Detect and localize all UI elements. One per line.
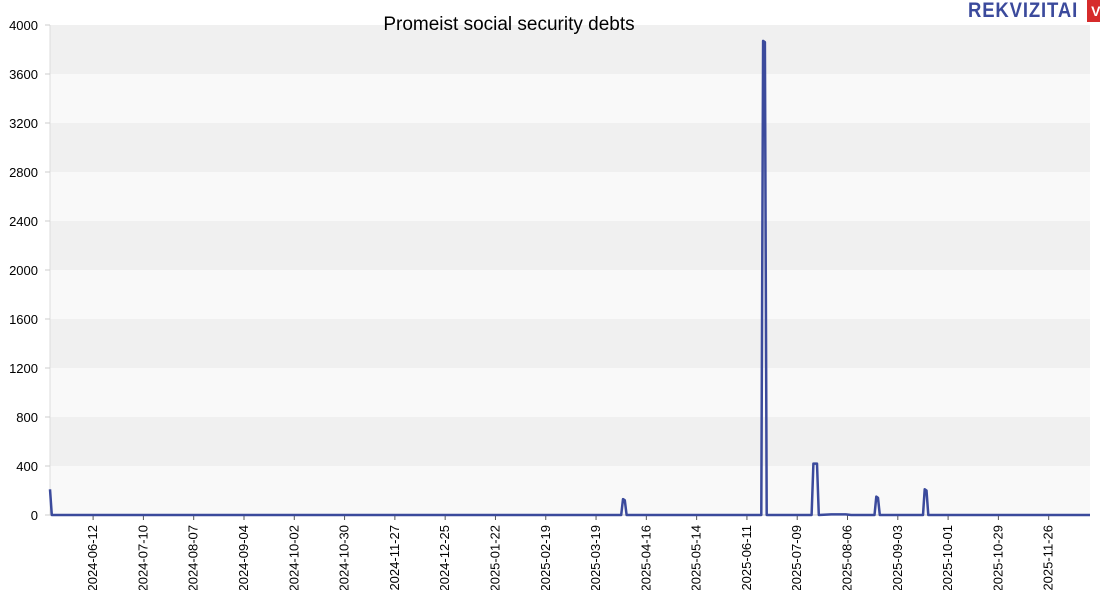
- x-tick-label: 2024-12-25: [437, 525, 452, 590]
- y-tick-label: 2400: [9, 214, 38, 229]
- x-tick-label: 2025-01-22: [487, 525, 502, 590]
- grid-band: [50, 221, 1090, 270]
- series-group: [48, 39, 1090, 517]
- x-tick-label: 2024-06-12: [85, 525, 100, 590]
- x-tick-label: 2024-08-07: [186, 525, 201, 590]
- logo-badge: VŽ: [1087, 0, 1100, 22]
- grid-band: [50, 25, 1090, 74]
- x-tick-label: 2025-11-26: [1041, 525, 1056, 590]
- rekvizitai-logo[interactable]: REKVIZITAI VŽ: [968, 0, 1100, 22]
- x-tick-label: 2025-02-19: [538, 525, 553, 590]
- x-tick-label: 2024-07-10: [135, 525, 150, 590]
- y-tick-label: 0: [31, 508, 38, 523]
- y-tick-label: 400: [16, 459, 38, 474]
- y-tick-label: 3200: [9, 116, 38, 131]
- x-tick-label: 2025-09-03: [890, 525, 905, 590]
- y-tick-label: 4000: [9, 18, 38, 33]
- x-tick-label: 2024-10-02: [286, 525, 301, 590]
- y-tick-label: 1200: [9, 361, 38, 376]
- x-tick-label: 2025-08-06: [840, 525, 855, 590]
- x-axis-ticks: 2024-06-12 2024-07-10 2024-08-07 2024-09-04…: [50, 514, 1090, 590]
- chart-title: Promeist social security debts: [383, 14, 634, 35]
- y-axis-ticks: 0 400 800 1200 1600 2000 2400 2800 3200 3600 4000: [9, 18, 50, 523]
- x-tick-label: 2025-07-09: [789, 525, 804, 590]
- series-line: [48, 39, 1090, 517]
- y-tick-label: 1600: [9, 312, 38, 327]
- x-tick-label: 2025-05-14: [689, 525, 704, 590]
- logo-text: REKVIZITAI: [968, 0, 1079, 22]
- x-tick-label: 2024-10-30: [337, 525, 352, 590]
- x-tick-label: 2025-06-11: [739, 525, 754, 590]
- grid-band: [50, 417, 1090, 466]
- x-tick-label: 2025-10-01: [940, 525, 955, 590]
- grid-bands: [49, 25, 1090, 515]
- grid-band: [50, 319, 1090, 368]
- y-tick-label: 2000: [9, 263, 38, 278]
- grid-band: [50, 123, 1090, 172]
- x-tick-label: 2024-11-27: [387, 525, 402, 590]
- y-tick-label: 2800: [9, 165, 38, 180]
- y-tick-label: 3600: [9, 67, 38, 82]
- x-tick-label: 2025-03-19: [588, 525, 603, 590]
- x-tick-label: 2024-09-04: [236, 525, 251, 590]
- x-tick-label: 2025-04-16: [638, 525, 653, 590]
- x-tick-label: 2025-10-29: [990, 525, 1005, 590]
- y-tick-label: 800: [16, 410, 38, 425]
